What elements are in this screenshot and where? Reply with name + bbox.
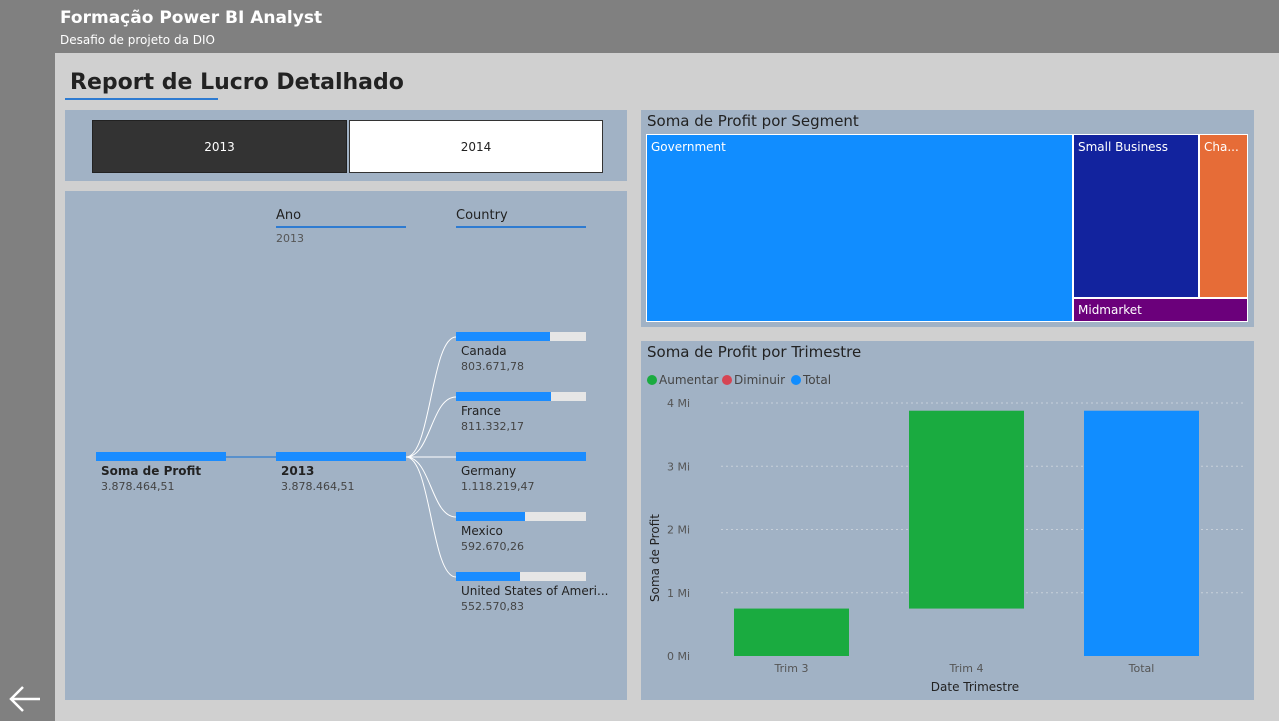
root-node-value: 3.878.464,51 [101, 480, 175, 493]
country-node-canada-bar [456, 332, 550, 341]
treemap-cell-channel-partners[interactable]: Cha... [1199, 134, 1248, 298]
root-node-label: Soma de Profit [101, 464, 202, 478]
app-header: Formação Power BI Analyst Desafio de pro… [0, 0, 1279, 53]
waterfall-chart: Soma de Profit Date Trimestre 0 Mi 1 Mi 2 … [648, 397, 1246, 694]
level-header-country-underline [456, 226, 586, 228]
app-subtitle: Desafio de projeto da DIO [60, 33, 215, 47]
country-node-mexico-bar [456, 512, 525, 521]
country-node-canada-label: Canada [461, 344, 507, 358]
legend-label-diminuir: Diminuir [734, 373, 786, 387]
legend-label-aumentar: Aumentar [659, 373, 719, 387]
legend-dot-total [791, 375, 801, 385]
root-node-bar[interactable] [96, 452, 226, 461]
country-node-germany-bar [456, 452, 586, 461]
year-node-bar[interactable] [276, 452, 406, 461]
y-tick-label: 0 Mi [667, 650, 690, 663]
legend-item-aumentar[interactable]: Aumentar [647, 373, 718, 387]
level-ano-selection: 2013 [276, 232, 304, 245]
app-title: Formação Power BI Analyst [60, 8, 323, 28]
decomposition-tree-panel [65, 191, 627, 700]
page-title-underline [65, 98, 218, 100]
country-node-france-bar [456, 392, 551, 401]
treemap-cell-midmarket[interactable]: Midmarket [1073, 298, 1248, 322]
back-arrow-icon[interactable] [6, 680, 44, 718]
waterfall-bar-trim-4[interactable] [909, 410, 1024, 609]
treemap-cell-government[interactable]: Government [646, 134, 1073, 322]
year-node-value: 3.878.464,51 [281, 480, 355, 493]
country-node-mexico-label: Mexico [461, 524, 503, 538]
x-axis-title: Date Trimestre [931, 680, 1019, 694]
x-tick-label: Trim 4 [949, 662, 984, 675]
x-tick-label: Total [1128, 662, 1155, 675]
y-tick-label: 4 Mi [667, 397, 690, 410]
legend-label-total: Total [803, 373, 832, 387]
country-node-usa-label: United States of Ameri... [461, 584, 609, 598]
legend-item-diminuir[interactable]: Diminuir [722, 373, 785, 387]
level-header-ano-underline [276, 226, 406, 228]
legend-item-total[interactable]: Total [791, 373, 831, 387]
y-axis-title: Soma de Profit [648, 514, 662, 602]
country-node-canada-value: 803.671,78 [461, 360, 524, 373]
legend-dot-diminuir [722, 375, 732, 385]
waterfall-bar-trim-3[interactable] [734, 608, 849, 656]
treemap-title: Soma de Profit por Segment [647, 112, 859, 130]
level-header-ano[interactable]: Ano [276, 208, 302, 223]
country-node-france-label: France [461, 404, 501, 418]
y-tick-label: 1 Mi [667, 587, 690, 600]
x-tick-label: Trim 3 [774, 662, 809, 675]
year-node-label: 2013 [281, 464, 315, 478]
legend-dot-aumentar [647, 375, 657, 385]
waterfall-title: Soma de Profit por Trimestre [647, 343, 862, 361]
page-title: Report de Lucro Detalhado [70, 70, 404, 95]
country-node-usa-value: 552.570,83 [461, 600, 524, 613]
waterfall-bar-total[interactable] [1084, 410, 1199, 656]
level-header-country[interactable]: Country [456, 208, 508, 223]
left-rail [0, 53, 55, 721]
treemap-cell-small-business[interactable]: Small Business [1073, 134, 1199, 298]
y-tick-label: 3 Mi [667, 460, 690, 473]
slicer-option-2014[interactable]: 2014 [349, 120, 603, 173]
y-tick-label: 2 Mi [667, 524, 690, 537]
country-node-usa-track[interactable] [456, 572, 586, 581]
country-node-germany-value: 1.118.219,47 [461, 480, 535, 493]
country-node-germany-label: Germany [461, 464, 517, 478]
slicer-option-2013[interactable]: 2013 [92, 120, 347, 173]
country-node-usa-bar [456, 572, 520, 581]
country-node-france-value: 811.332,17 [461, 420, 524, 433]
country-node-mexico-value: 592.670,26 [461, 540, 524, 553]
